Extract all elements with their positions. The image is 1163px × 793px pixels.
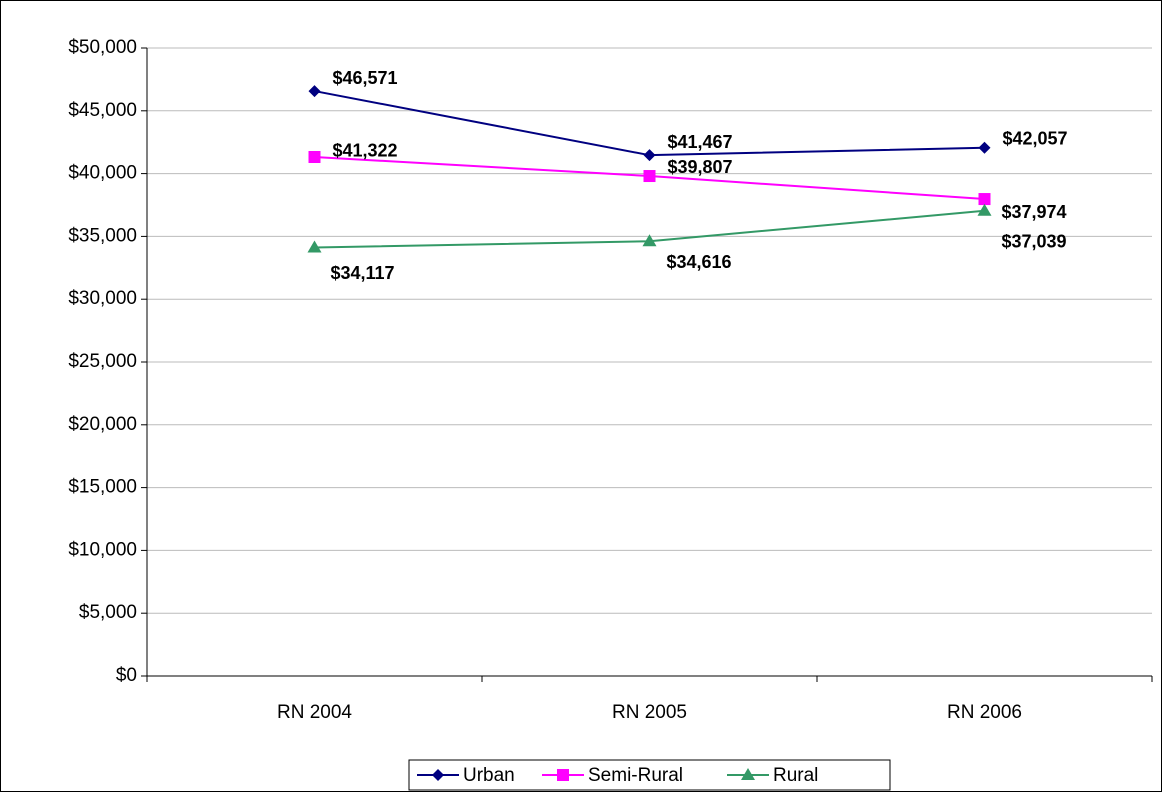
y-tick-label: $40,000 [68,163,137,184]
value-label: $46,571 [333,68,398,88]
value-label: $42,057 [1003,129,1068,149]
y-tick-label: $50,000 [68,37,137,58]
value-label: $37,974 [1002,202,1067,222]
value-label: $37,039 [1002,232,1067,252]
y-tick-label: $30,000 [68,288,137,309]
value-label: $41,322 [333,141,398,161]
y-tick-label: $35,000 [68,225,137,246]
marker [557,769,569,781]
marker [978,141,991,154]
marker [977,203,992,216]
x-tick-label: RN 2005 [612,702,687,723]
marker [432,769,444,781]
legend: Urban Semi-Rural Rural [408,759,891,791]
legend-box [408,759,891,791]
marker [741,768,755,780]
value-label: $34,616 [667,252,732,272]
y-tick-label: $25,000 [68,351,137,372]
marker [643,149,656,162]
marker [308,150,321,163]
y-tick-label: $20,000 [68,414,137,435]
value-label: $34,117 [331,263,395,283]
y-tick-label: $15,000 [68,477,137,498]
marker [643,170,656,183]
marker [308,85,321,98]
y-tick-label: $0 [116,665,137,686]
y-tick-label: $45,000 [68,100,137,121]
x-tick-label: RN 2006 [947,702,1022,723]
legend-label: Urban [463,765,515,786]
x-tick-label: RN 2004 [277,702,352,723]
marker [978,193,991,206]
legend-label: Rural [773,765,818,786]
value-label: $39,807 [668,157,733,177]
y-tick-label: $10,000 [68,539,137,560]
y-tick-label: $5,000 [79,602,137,623]
value-label: $41,467 [668,132,733,152]
marker [307,240,322,253]
legend-label: Semi-Rural [588,765,683,786]
marker [642,234,657,247]
